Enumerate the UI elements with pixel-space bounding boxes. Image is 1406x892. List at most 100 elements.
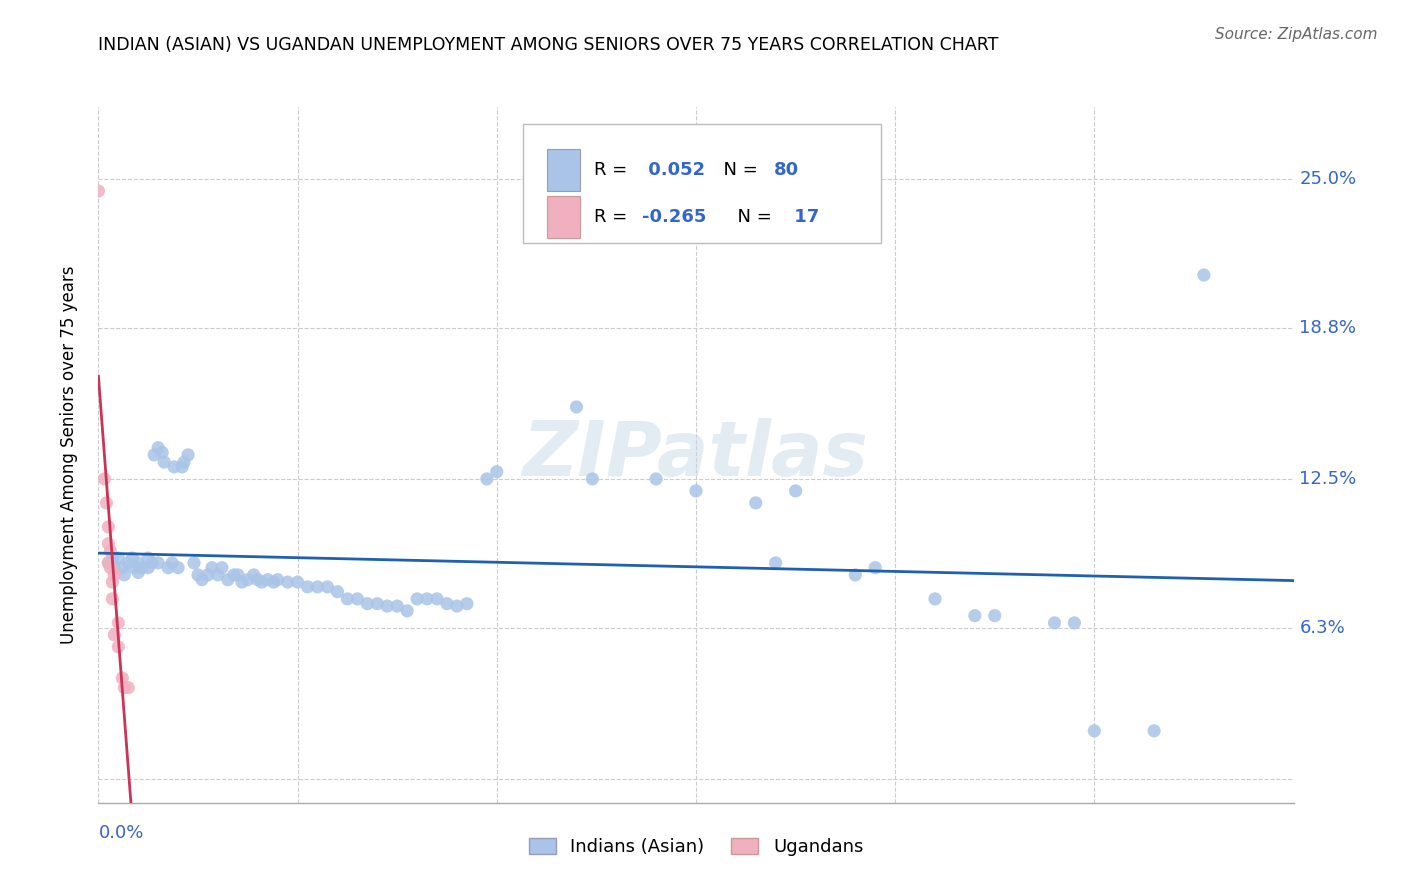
Point xyxy=(863,560,886,574)
Point xyxy=(127,556,149,570)
Text: R =: R = xyxy=(595,161,633,179)
Point xyxy=(263,575,285,590)
Point xyxy=(475,472,498,486)
Point xyxy=(1143,723,1166,738)
Point xyxy=(207,567,229,582)
Point xyxy=(565,400,588,414)
Point xyxy=(645,472,668,486)
Point xyxy=(406,591,429,606)
Point xyxy=(112,681,135,695)
Point xyxy=(201,560,224,574)
Point xyxy=(98,544,122,558)
Point xyxy=(97,556,120,570)
Point xyxy=(167,560,190,574)
Point xyxy=(87,184,110,198)
Point xyxy=(177,448,200,462)
Point xyxy=(581,472,603,486)
Point xyxy=(183,556,205,570)
Point xyxy=(121,551,143,566)
Point xyxy=(101,575,124,590)
Point xyxy=(103,567,125,582)
Point xyxy=(136,560,159,574)
Point xyxy=(243,567,266,582)
Point xyxy=(416,591,439,606)
Point xyxy=(346,591,368,606)
Text: -0.265: -0.265 xyxy=(643,208,707,226)
Point xyxy=(396,604,419,618)
Point xyxy=(111,671,134,685)
Legend: Indians (Asian), Ugandans: Indians (Asian), Ugandans xyxy=(522,830,870,863)
Point xyxy=(366,597,388,611)
Point xyxy=(124,560,146,574)
Point xyxy=(785,483,807,498)
Point xyxy=(316,580,339,594)
Point xyxy=(226,567,249,582)
Point xyxy=(426,591,449,606)
Point xyxy=(112,567,135,582)
Point xyxy=(103,560,125,574)
Point xyxy=(191,573,214,587)
Point xyxy=(297,580,319,594)
Text: 25.0%: 25.0% xyxy=(1299,170,1357,188)
Point xyxy=(96,496,118,510)
Text: R =: R = xyxy=(595,208,633,226)
Point xyxy=(107,551,129,566)
Point xyxy=(163,459,186,474)
FancyBboxPatch shape xyxy=(547,149,581,191)
Point xyxy=(107,640,129,654)
Point xyxy=(136,551,159,566)
Point xyxy=(157,560,180,574)
Point xyxy=(98,560,122,574)
Point xyxy=(222,567,245,582)
Point xyxy=(160,556,183,570)
Point xyxy=(1192,268,1215,282)
Point xyxy=(983,608,1005,623)
Point xyxy=(97,520,120,534)
Point xyxy=(277,575,299,590)
Point xyxy=(217,573,239,587)
Point xyxy=(231,575,253,590)
Point xyxy=(148,556,170,570)
Point xyxy=(456,597,478,611)
Point xyxy=(127,566,149,580)
Point xyxy=(111,560,134,574)
Text: 18.8%: 18.8% xyxy=(1299,318,1357,337)
Point xyxy=(211,560,233,574)
Text: 0.0%: 0.0% xyxy=(98,823,143,842)
Text: 17: 17 xyxy=(787,208,820,226)
Point xyxy=(336,591,359,606)
Point xyxy=(745,496,768,510)
Point xyxy=(307,580,329,594)
Point xyxy=(107,615,129,630)
Point xyxy=(150,445,173,459)
Point xyxy=(103,628,125,642)
Text: 0.052: 0.052 xyxy=(643,161,706,179)
Point xyxy=(1043,615,1066,630)
Point xyxy=(97,537,120,551)
Point xyxy=(685,483,707,498)
Text: ZIPatlas: ZIPatlas xyxy=(523,418,869,491)
Point xyxy=(250,575,273,590)
Point xyxy=(131,560,153,574)
Point xyxy=(1083,723,1105,738)
Point xyxy=(385,599,409,613)
Point xyxy=(143,448,166,462)
Text: 80: 80 xyxy=(773,161,799,179)
Point xyxy=(153,455,176,469)
Point xyxy=(197,567,219,582)
Point xyxy=(173,455,195,469)
Point xyxy=(93,472,115,486)
Point xyxy=(236,573,259,587)
FancyBboxPatch shape xyxy=(523,124,882,243)
Y-axis label: Unemployment Among Seniors over 75 years: Unemployment Among Seniors over 75 years xyxy=(59,266,77,644)
Point xyxy=(246,573,269,587)
Point xyxy=(287,575,309,590)
Point xyxy=(97,556,120,570)
Point xyxy=(844,567,866,582)
Point xyxy=(356,597,378,611)
Point xyxy=(187,567,209,582)
Point xyxy=(765,556,787,570)
Text: 12.5%: 12.5% xyxy=(1299,470,1357,488)
Text: INDIAN (ASIAN) VS UGANDAN UNEMPLOYMENT AMONG SENIORS OVER 75 YEARS CORRELATION C: INDIAN (ASIAN) VS UGANDAN UNEMPLOYMENT A… xyxy=(98,36,998,54)
Point xyxy=(326,584,349,599)
